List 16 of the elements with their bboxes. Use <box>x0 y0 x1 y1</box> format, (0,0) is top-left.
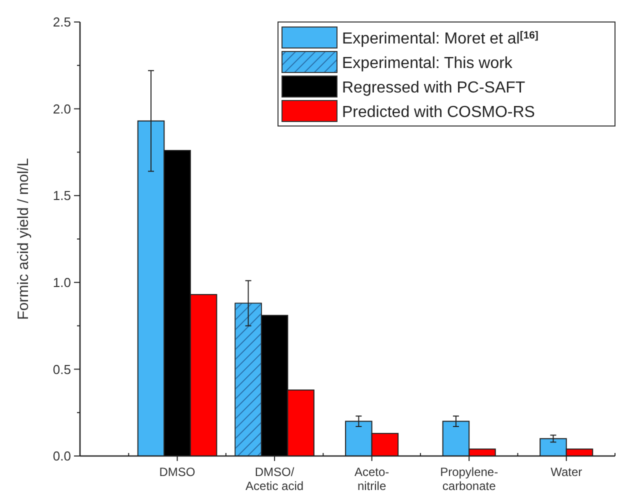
x-tick-label: DMSO <box>159 465 196 479</box>
y-tick-label: 1.5 <box>52 188 71 204</box>
x-tick-label: Water <box>550 465 582 479</box>
legend-label: Predicted with COSMO-RS <box>342 104 535 122</box>
y-tick-label: 1.0 <box>52 274 71 290</box>
legend-label: Experimental: This work <box>342 55 514 72</box>
x-tick-label: Aceto- nitrile <box>354 465 390 493</box>
x-tick-label: DMSO/ Acetic acid <box>246 465 304 493</box>
y-tick-label: 2.0 <box>52 101 71 116</box>
y-tick-label: 2.5 <box>52 14 71 30</box>
y-tick-label: 0.0 <box>52 448 71 464</box>
legend-label: Experimental: Moret et al$^{[16]}$ <box>342 30 538 48</box>
x-tick-label: Propylene- carbonate <box>440 465 498 493</box>
legend-label: Regressed with PC-SAFT <box>342 80 526 97</box>
y-axis-title: Formic acid yield / mol/L <box>15 158 32 320</box>
y-tick-label: 0.5 <box>52 362 71 377</box>
